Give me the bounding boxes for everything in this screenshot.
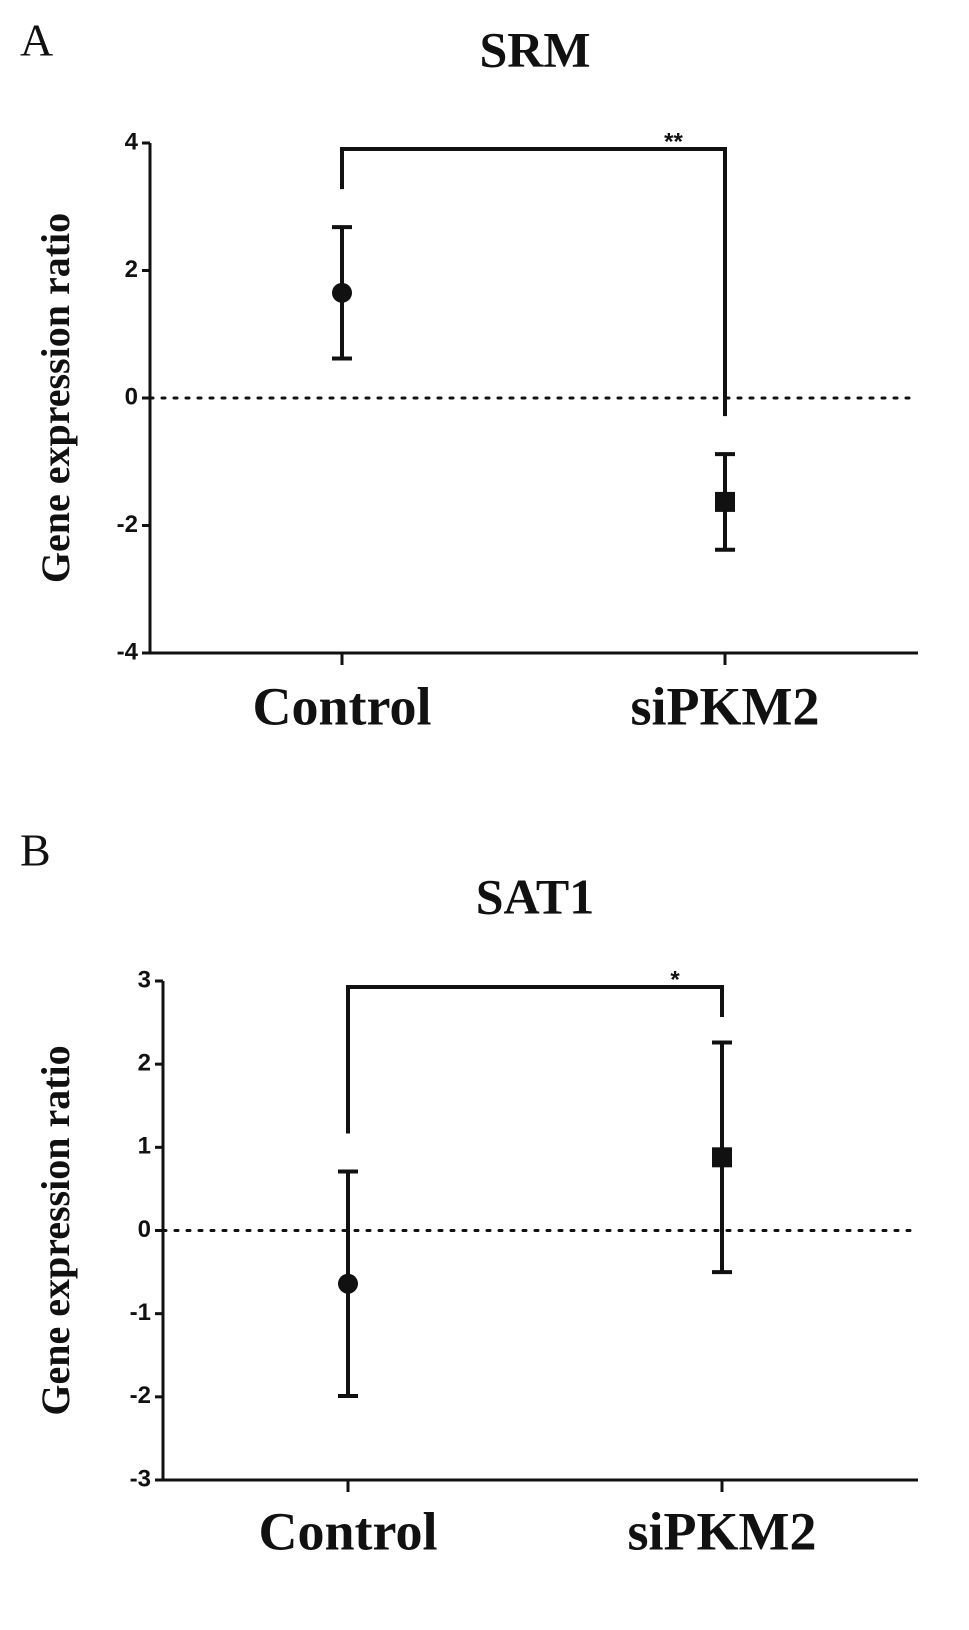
chart-title: SAT1 — [476, 868, 595, 924]
y-tick-label: 2 — [138, 1050, 151, 1077]
y-tick-label: -2 — [117, 511, 138, 538]
y-tick-label: 4 — [125, 128, 139, 155]
y-tick-label: 2 — [125, 256, 138, 283]
significance-label: * — [670, 966, 680, 993]
y-tick-label: 0 — [138, 1216, 151, 1243]
panel-letter: B — [20, 825, 51, 876]
y-tick-label: 1 — [138, 1133, 151, 1160]
x-tick-label: Control — [252, 676, 431, 736]
y-tick-label: 3 — [138, 966, 151, 993]
significance-bracket — [346, 985, 724, 1134]
x-tick-label: siPKM2 — [628, 1501, 817, 1561]
y-tick-label: 0 — [125, 383, 138, 410]
y-tick-label: -2 — [130, 1382, 151, 1409]
chart-title: SRM — [479, 21, 590, 77]
y-tick-label: -3 — [130, 1465, 151, 1492]
x-tick-label: siPKM2 — [631, 676, 820, 736]
mean-marker — [715, 491, 735, 512]
x-tick-label: Control — [258, 1501, 437, 1561]
y-axis-label: Gene expression ratio — [33, 1045, 78, 1415]
y-tick-label: -4 — [117, 638, 139, 665]
panel-letter: A — [20, 15, 53, 66]
significance-label: ** — [664, 128, 683, 155]
mean-marker — [332, 282, 352, 303]
mean-marker — [338, 1273, 358, 1294]
y-axis-label: Gene expression ratio — [33, 213, 78, 583]
y-tick-label: -1 — [130, 1299, 151, 1326]
significance-bracket — [340, 147, 727, 417]
mean-marker — [712, 1147, 732, 1168]
